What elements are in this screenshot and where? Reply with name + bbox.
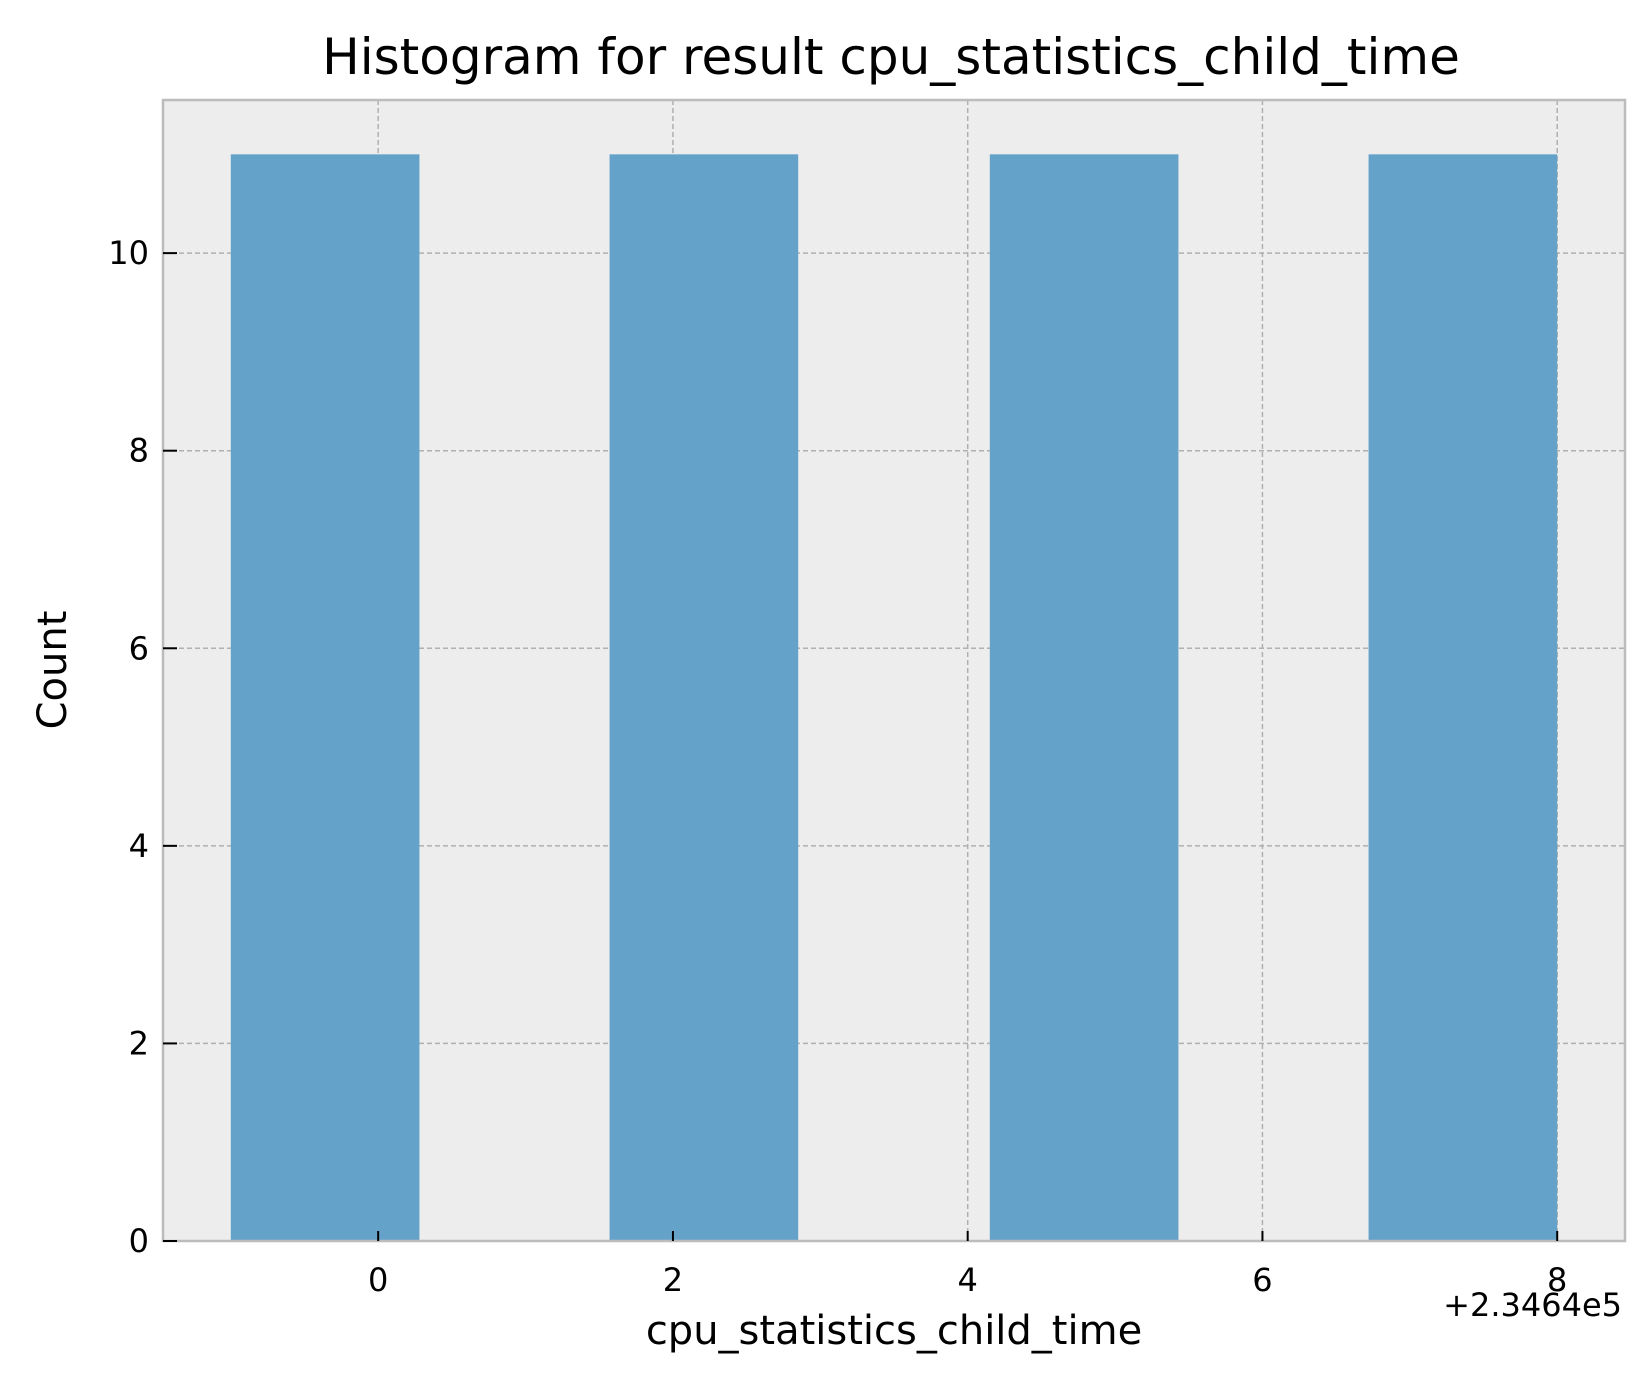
histogram-bar bbox=[989, 154, 1179, 1241]
x-axis-offset-label: +2.3464e5 bbox=[1443, 1286, 1622, 1324]
y-tick-label: 10 bbox=[108, 234, 149, 272]
plot-frame bbox=[161, 98, 1627, 1243]
y-axis-ticks: 0 2 4 6 8 10 bbox=[108, 234, 177, 1260]
y-tick-label: 2 bbox=[129, 1024, 149, 1062]
y-tick-label: 0 bbox=[129, 1222, 149, 1260]
x-axis-label: cpu_statistics_child_time bbox=[646, 1308, 1142, 1354]
x-tick-label: 4 bbox=[958, 1261, 978, 1299]
y-axis-label: Count bbox=[30, 611, 76, 730]
x-axis-ticks: 0 2 4 6 8 bbox=[368, 1231, 1567, 1299]
x-tick-label: 6 bbox=[1252, 1261, 1272, 1299]
chart-title: Histogram for result cpu_statistics_chil… bbox=[322, 28, 1460, 86]
y-tick-label: 8 bbox=[129, 432, 149, 470]
histogram-bar bbox=[609, 154, 799, 1241]
x-tick-label: 2 bbox=[663, 1261, 683, 1299]
histogram-bars bbox=[230, 154, 1558, 1241]
x-tick-label: 0 bbox=[368, 1261, 388, 1299]
x-tick-label: 8 bbox=[1547, 1261, 1567, 1299]
y-tick-label: 6 bbox=[129, 629, 149, 667]
histogram-bar bbox=[1368, 154, 1558, 1241]
y-tick-label: 4 bbox=[129, 827, 149, 865]
histogram-bar bbox=[230, 154, 420, 1241]
